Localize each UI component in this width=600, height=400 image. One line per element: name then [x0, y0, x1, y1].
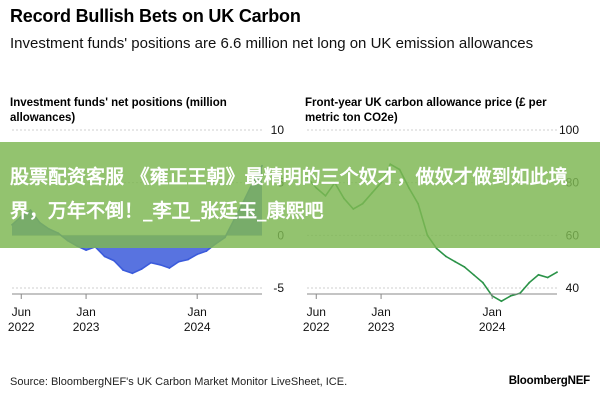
- right-data-point: [472, 273, 475, 276]
- left-data-point: [150, 261, 152, 264]
- right-data-point: [556, 271, 558, 274]
- left-data-point: [168, 267, 171, 269]
- left-data-point: [140, 268, 143, 270]
- left-y-tick-label: 10: [271, 123, 285, 137]
- right-x-tick-label-year: 2023: [368, 320, 395, 334]
- right-y-tick-label: 40: [566, 281, 580, 295]
- right-data-point: [509, 295, 512, 297]
- left-data-point: [131, 272, 134, 275]
- left-data-point: [196, 253, 199, 256]
- right-x-tick-label-month: Jan: [483, 305, 502, 319]
- chart-subtitle: Investment funds' positions are 6.6 mill…: [10, 35, 534, 52]
- right-data-point: [435, 247, 438, 250]
- left-x-tick-label-year: 2024: [184, 320, 211, 334]
- left-data-point: [113, 259, 115, 262]
- right-panel-title: Front-year UK carbon allowance price (£ …: [305, 97, 547, 124]
- right-x-tick-label-year: 2024: [479, 320, 506, 334]
- right-data-point: [500, 300, 503, 303]
- left-y-tick-label: -5: [273, 281, 284, 295]
- brand-logo: BloombergNEF: [508, 375, 590, 387]
- right-data-point: [454, 260, 456, 263]
- right-x-tick-label-year: 2022: [303, 320, 330, 334]
- left-x-tick-label-month: Jan: [188, 305, 207, 319]
- right-x-tick-label-month: Jan: [371, 305, 390, 319]
- left-data-point: [159, 263, 162, 266]
- right-data-point: [546, 276, 549, 279]
- left-data-point: [122, 269, 124, 271]
- left-x-tick-label-year: 2022: [8, 320, 35, 334]
- left-x-tick-label-month: Jun: [12, 305, 31, 319]
- right-data-point: [463, 266, 466, 268]
- left-data-point: [177, 260, 180, 263]
- left-x-tick-label-month: Jan: [76, 305, 95, 319]
- chart-title: Record Bullish Bets on UK Carbon: [10, 6, 301, 26]
- left-data-point: [85, 249, 87, 252]
- right-data-point: [445, 255, 447, 258]
- right-x-tick-label-month: Jun: [307, 305, 326, 319]
- source-note: Source: BloombergNEF's UK Carbon Market …: [10, 376, 348, 388]
- left-panel-title: Investment funds' net positions (million…: [10, 97, 227, 124]
- right-data-point: [528, 281, 531, 284]
- overlay-banner: 股票配资客服 《雍正王朝》最精明的三个奴才，做奴才做到如此境界，万年不倒！_李卫…: [0, 142, 600, 248]
- right-data-point: [537, 273, 540, 276]
- left-data-point: [103, 255, 106, 258]
- right-data-point: [482, 281, 484, 284]
- left-x-tick-label-year: 2023: [73, 320, 100, 334]
- left-data-point: [205, 250, 208, 253]
- left-data-point: [187, 258, 189, 261]
- right-y-tick-label: 100: [559, 123, 579, 137]
